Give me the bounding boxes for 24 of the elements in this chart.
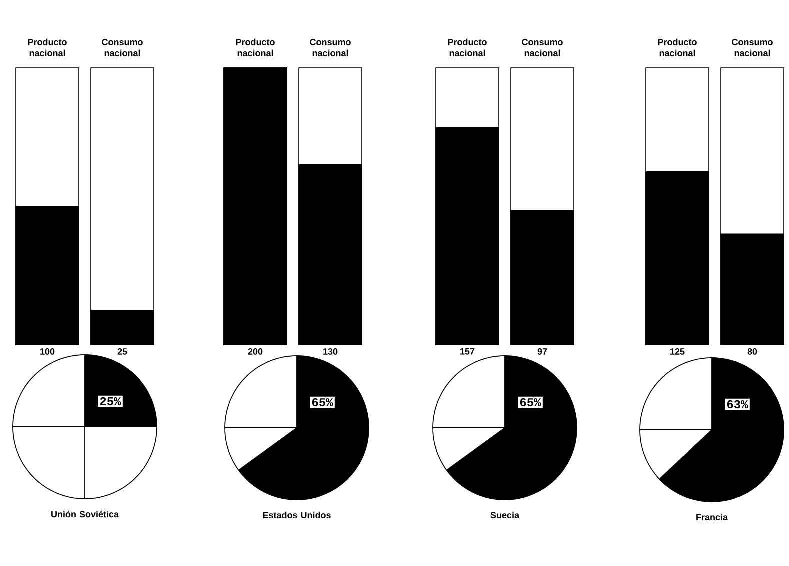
text: Estados Unidos: [263, 512, 331, 519]
x-tick-label: Consumo nacional: [732, 39, 773, 56]
x-tick-label: Producto nacional: [448, 38, 487, 56]
data-label: 200: [248, 348, 263, 355]
data-label: 63%: [727, 400, 748, 409]
text: Suecia: [490, 512, 520, 519]
data-label: 157: [460, 348, 475, 355]
data-label: 25: [118, 348, 128, 355]
x-tick-label: Consumo nacional: [102, 39, 143, 56]
data-label: 97: [538, 348, 548, 355]
data-label: 80: [748, 348, 758, 355]
x-tick-label: Producto nacional: [658, 38, 697, 56]
text: Unión Soviética: [52, 510, 120, 518]
data-label: 100: [40, 348, 55, 355]
data-label: 125: [670, 348, 685, 355]
data-label: 25%: [100, 397, 122, 406]
x-tick-label: Consumo nacional: [310, 39, 351, 56]
data-label: 65%: [520, 398, 542, 407]
data-label: 65%: [312, 398, 334, 407]
text: Francia: [696, 514, 728, 521]
x-tick-label: Consumo nacional: [522, 39, 563, 56]
x-tick-label: Producto nacional: [28, 38, 67, 56]
data-label: 130: [324, 348, 338, 355]
x-tick-label: Producto nacional: [236, 38, 275, 56]
